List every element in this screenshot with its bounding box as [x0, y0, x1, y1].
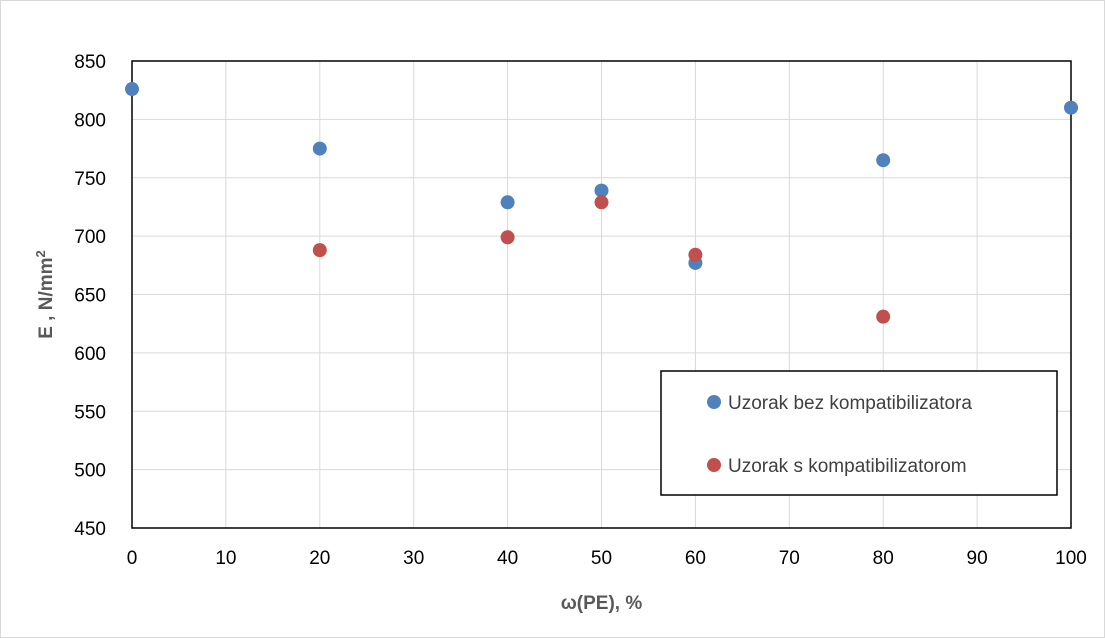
data-point-series-1: [125, 82, 139, 97]
y-axis-title-main: E , N/mm: [36, 257, 57, 338]
y-tick-label: 700: [74, 227, 106, 248]
data-point-series-2: [312, 243, 327, 258]
y-tick-label: 450: [74, 519, 106, 540]
y-tick-label: 850: [74, 52, 106, 73]
x-tick-label: 10: [215, 548, 236, 569]
x-tick-label: 30: [403, 548, 424, 569]
legend-marker-series-1: [707, 395, 721, 409]
data-points: [125, 82, 1078, 324]
data-point-series-1: [500, 195, 515, 210]
legend: Uzorak bez kompatibilizatora Uzorak s ko…: [660, 370, 1058, 496]
y-tick-label: 550: [74, 402, 106, 423]
legend-marker-series-2: [707, 458, 721, 472]
data-point-series-1: [594, 183, 609, 198]
x-tick-label: 40: [497, 548, 518, 569]
data-point-series-2: [688, 247, 703, 262]
legend-box: [660, 370, 1058, 496]
x-axis-title: ω(PE), %: [561, 593, 643, 614]
y-axis-title-superscript: 2: [33, 250, 48, 257]
data-point-series-2: [500, 230, 515, 245]
plot-area: [131, 60, 1072, 529]
x-tick-label: 0: [127, 548, 138, 569]
x-tick-label: 100: [1055, 548, 1087, 569]
legend-label-series-2: Uzorak s kompatibilizatorom: [728, 456, 967, 477]
y-tick-label: 800: [74, 110, 106, 131]
y-axis-ticks: 450 500 550 600 650 700 750 800 850: [74, 52, 106, 540]
legend-label-series-1: Uzorak bez kompatibilizatora: [728, 393, 972, 414]
y-tick-label: 650: [74, 286, 106, 307]
data-point-series-2: [876, 309, 891, 324]
data-point-series-1: [1064, 100, 1078, 115]
data-point-series-2: [594, 195, 609, 210]
y-tick-label: 750: [74, 169, 106, 190]
x-tick-label: 90: [967, 548, 988, 569]
x-tick-label: 80: [873, 548, 894, 569]
x-tick-label: 70: [779, 548, 800, 569]
data-point-series-1: [312, 141, 327, 156]
y-tick-label: 600: [74, 344, 106, 365]
data-point-series-1: [876, 153, 891, 168]
x-tick-label: 20: [309, 548, 330, 569]
x-tick-label: 50: [591, 548, 612, 569]
y-axis-title: E , N/mm2: [33, 250, 57, 339]
x-tick-label: 60: [685, 548, 706, 569]
x-axis-ticks: 0 10 20 30 40 50 60 70 80 90 100: [127, 548, 1087, 569]
y-tick-label: 500: [74, 461, 106, 482]
